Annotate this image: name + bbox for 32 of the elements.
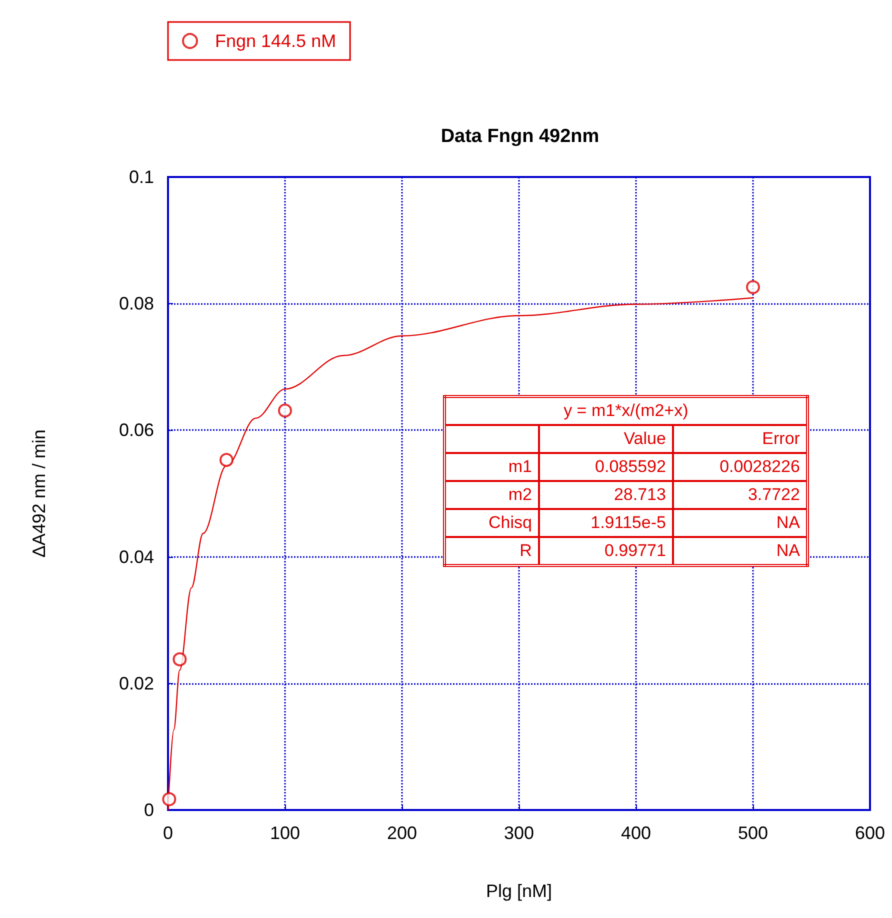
y-tick-label: 0.04 [118,546,154,567]
x-axis-title: Plg [nM] [486,881,552,901]
y-tick-label: 0.1 [128,167,154,187]
x-tick-label: 600 [854,823,886,843]
annotation: 0.085592 [538,453,673,482]
x-tick-label: 0 [162,823,174,843]
chart-title: Data Fngn 492nm [440,126,600,147]
annotation: 0.0028226 [672,453,808,482]
annotation: y = m1*x/(m2+x) [444,396,808,426]
x-tick-label: 400 [620,823,652,843]
x-tick-label: 100 [270,823,300,843]
annotation: m1 [444,453,539,482]
annotation: NA [672,537,808,566]
y-tick-label: 0 [144,800,154,820]
annotation: R [444,537,539,566]
y-tick-label: 0.02 [118,673,154,694]
y-axis-title: ΔA492 nm / min [29,429,49,558]
x-tick-label: 500 [738,823,768,843]
legend-label: Fngn 144.5 nM [215,31,336,51]
annotation: 1.9115e-5 [538,509,673,538]
annotation: 28.713 [538,481,673,510]
x-tick-label: 300 [504,823,534,843]
annotation: m2 [444,481,539,510]
annotation: Value [538,425,673,454]
annotation: 3.7722 [672,481,808,510]
y-tick-label: 0.06 [118,420,154,440]
annotation: Chisq [444,509,539,538]
x-tick-label: 200 [386,823,418,843]
annotation: NA [672,509,808,538]
annotation: Error [672,425,808,454]
y-tick-label: 0.08 [118,294,154,314]
annotation: 0.99771 [538,537,673,566]
